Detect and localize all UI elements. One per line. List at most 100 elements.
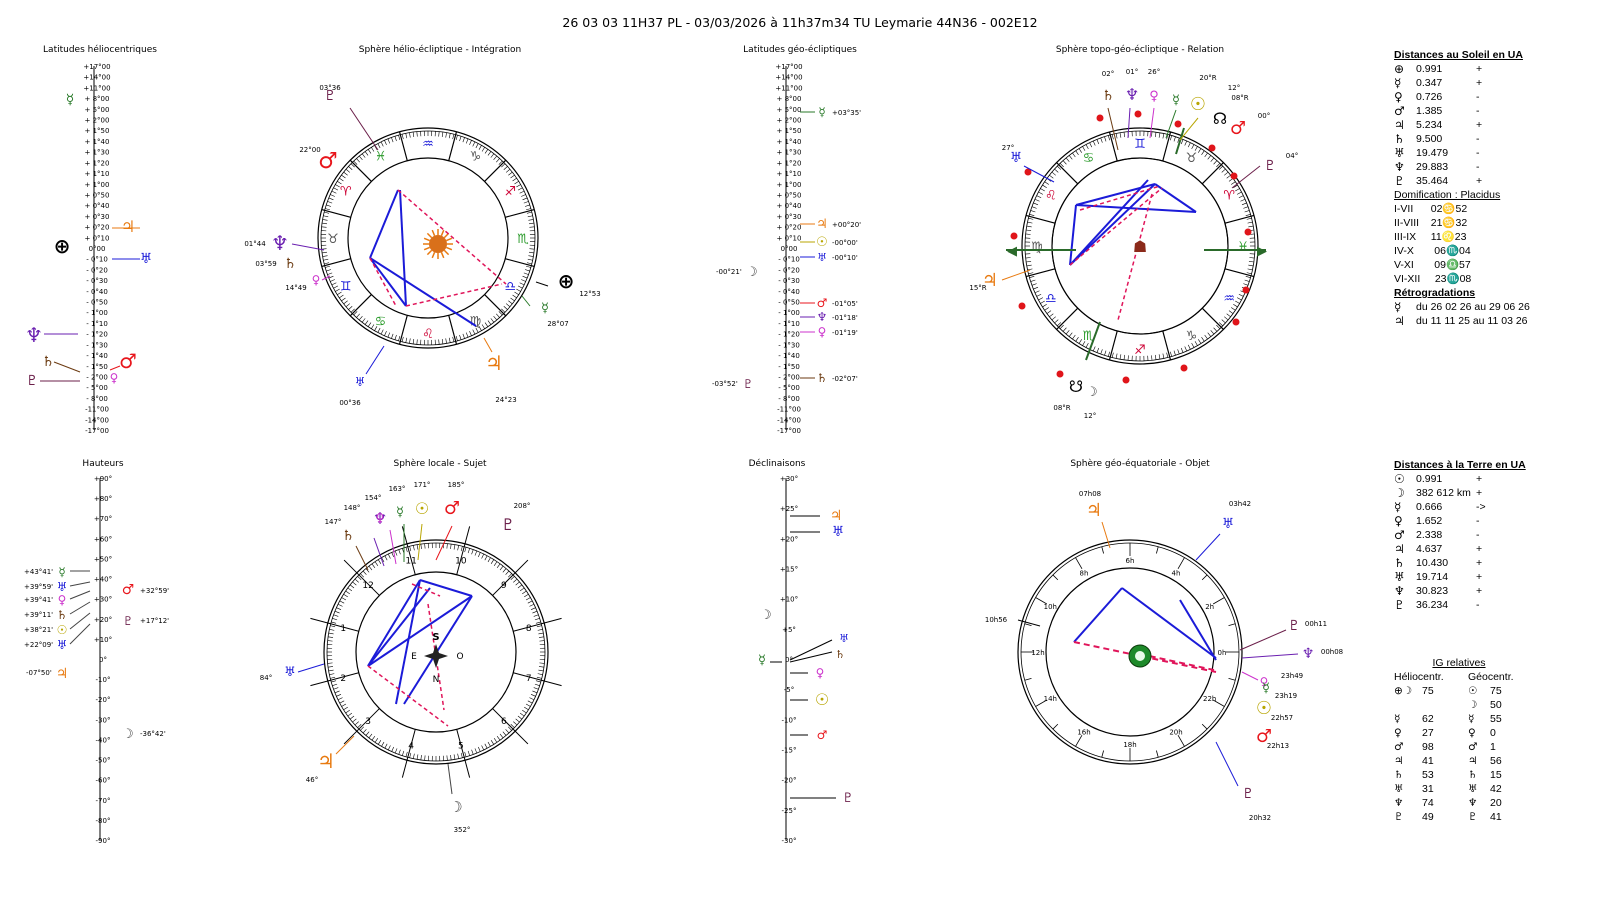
pluto-icon: ♇ — [324, 88, 337, 104]
lat-geo-tick: - 0°30 — [778, 277, 800, 285]
helio-wheel-minor — [321, 248, 327, 250]
distance-earth-row-v: 0.991 — [1416, 473, 1443, 485]
lat-helio-tick: -14°00 — [85, 416, 109, 424]
topo-label: 02° — [1102, 70, 1114, 78]
distance-sun-row-s: + — [1476, 119, 1483, 131]
declinaisons-tick: -20° — [782, 777, 797, 785]
ig-g2: ☿ — [1468, 713, 1475, 725]
topo-wheel-minor — [1123, 354, 1125, 360]
topo-leader — [1149, 107, 1155, 139]
locale-wheel-minor — [450, 754, 452, 760]
helio-wheel-minor — [490, 318, 495, 323]
locale-wheel-minor — [534, 618, 540, 621]
aspect-line — [367, 595, 473, 667]
locale-wheel-divider — [492, 708, 529, 745]
topo-wheel-minor — [1213, 160, 1218, 165]
locale-wheel-minor — [331, 621, 337, 624]
locale-label: 185° — [448, 481, 465, 489]
locale-wheel-minor — [460, 752, 463, 758]
venus-icon: ♀ — [1149, 89, 1159, 104]
helio-wheel-minor — [438, 131, 440, 137]
hauteurs-tick: 0° — [99, 656, 107, 664]
helio-wheel-minor — [361, 153, 366, 158]
topo-wheel-minor — [1247, 268, 1253, 271]
hauteurs-tick: +60° — [94, 535, 112, 543]
topo-wheel-minor — [1025, 233, 1031, 235]
helio-wheel-minor — [331, 190, 337, 194]
hauteurs-tick: -60° — [96, 777, 111, 785]
ig-v1 — [1422, 698, 1468, 712]
locale-wheel-minor — [391, 552, 394, 558]
lat-geo-label: -01°05' — [832, 300, 858, 308]
hauteurs-tick: +80° — [94, 495, 112, 503]
helio-wheel-minor — [358, 315, 363, 321]
locale-wheel-minor — [474, 748, 478, 754]
ig-g1: ♅ — [1394, 783, 1404, 795]
neptune-icon: ♆ — [1302, 646, 1315, 662]
ig-g1: ♇ — [1394, 811, 1404, 823]
lat-geo-tick: - 0°20 — [778, 266, 800, 274]
topo-wheel-minor — [1036, 195, 1042, 199]
locale-wheel-minor — [394, 550, 398, 556]
distance-sun-row-v: 0.991 — [1416, 63, 1443, 75]
topo-wheel-sign-icon: ♐ — [1134, 343, 1146, 358]
locale-wheel-minor — [357, 576, 362, 580]
locale-wheel-minor — [446, 543, 448, 549]
sun-icon: ☉ — [816, 235, 828, 250]
helio-wheel-minor — [409, 132, 411, 138]
lat-geo-tick: + 0°20 — [777, 224, 802, 232]
domification-row: VI-XII 23♏08 — [1394, 273, 1472, 285]
aspect-line — [419, 579, 473, 597]
distance-earth-row-s: - — [1476, 599, 1480, 611]
hauteurs-tick: -70° — [96, 797, 111, 805]
hauteurs-tick: -80° — [96, 817, 111, 825]
equat-tick — [1228, 678, 1236, 681]
domification-title: Domification : Placidus — [1394, 189, 1501, 201]
equat-tick — [1024, 678, 1032, 681]
locale-wheel-minor — [413, 753, 415, 759]
distance-earth-row: ♅ 19.714 + — [1394, 570, 1526, 584]
house-cusp-dot — [1024, 168, 1032, 176]
helio-wheel-minor — [348, 306, 353, 310]
declinaisons-tick: 0° — [785, 656, 793, 664]
helio-wheel-minor — [394, 136, 397, 142]
distance-earth-row-v: 4.637 — [1416, 543, 1443, 555]
lat-geo-tick: + 5°00 — [777, 106, 802, 114]
helio-label: 12°53 — [579, 290, 600, 298]
helio-wheel-minor — [475, 143, 479, 149]
mars-icon: ♂ — [1230, 118, 1246, 139]
distance-sun-row-g: ♂ — [1394, 104, 1405, 118]
house-cusp-dot — [1180, 364, 1188, 372]
helio-wheel-minor — [333, 285, 339, 289]
mercury-icon: ☿ — [818, 105, 825, 119]
aspect-line — [395, 579, 421, 705]
ig-v1: 27 — [1422, 727, 1434, 739]
helio-wheel-minor — [516, 288, 521, 292]
distance-sun-row-g: ♅ — [1394, 146, 1405, 160]
aspect-line — [369, 257, 477, 327]
uranus-icon: ♅ — [1222, 516, 1235, 532]
uranus-icon: ♅ — [57, 580, 68, 594]
locale-wheel-house-number: 5 — [458, 742, 464, 752]
saturn-icon: ♄ — [57, 608, 68, 622]
house-cusp-dot — [1208, 144, 1216, 152]
hauteurs-leader — [69, 612, 91, 630]
locale-wheel-minor — [345, 709, 350, 714]
helio-wheel-minor — [498, 160, 503, 165]
hauteurs-tick: +50° — [94, 555, 112, 563]
locale-wheel-minor — [330, 676, 336, 679]
hauteurs-label: -07°50' — [26, 669, 52, 677]
ig-v2: 0 — [1490, 727, 1496, 739]
lat-geo-tick: +14°00 — [775, 74, 802, 82]
distances-sun-panel: Distances au Soleil en UA ⊕ 0.991 + ☿ 0.347 +… — [1394, 48, 1530, 328]
helio-wheel-minor — [510, 174, 515, 179]
helio-wheel-divider — [321, 208, 351, 218]
venus-icon: ♀ — [816, 666, 825, 680]
hauteurs-leader — [69, 623, 91, 645]
locale-wheel-minor — [420, 544, 422, 550]
equat-tick — [1212, 597, 1225, 605]
topo-wheel-minor — [1170, 135, 1172, 141]
locale-wheel-minor — [365, 568, 370, 573]
line — [1017, 619, 1041, 627]
lat-geo-tick: +11°00 — [775, 84, 802, 92]
